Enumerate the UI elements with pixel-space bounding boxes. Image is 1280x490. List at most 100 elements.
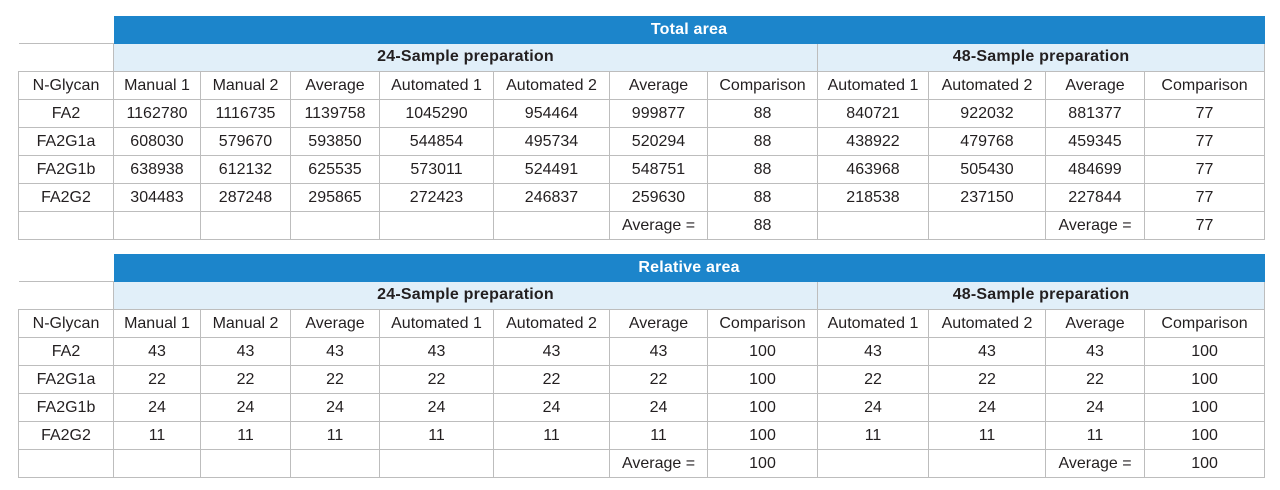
- table-cell: 22: [379, 365, 494, 394]
- table-cell: [493, 211, 610, 240]
- table-cell: 24: [290, 393, 380, 422]
- group-header-24-sample: 24-Sample preparation: [113, 281, 818, 310]
- table-row: FA2G1b 638938 612132 625535 573011 524491 5487…: [18, 155, 1266, 184]
- column-header: Manual 1: [113, 71, 201, 100]
- total-area-table-title: Total area: [113, 16, 1265, 44]
- table-cell: [493, 449, 610, 478]
- table-cell: 100: [707, 449, 818, 478]
- table-cell: 22: [1045, 365, 1145, 394]
- table-cell: 11: [817, 421, 929, 450]
- table-cell: 881377: [1045, 99, 1145, 128]
- table-cell: 43: [817, 337, 929, 366]
- table-cell: 77: [1143, 99, 1266, 128]
- group-header-48-sample: 48-Sample preparation: [816, 43, 1266, 72]
- column-header: N-Glycan: [18, 71, 114, 100]
- table-cell: 43: [290, 337, 380, 366]
- relative-area-table-title: Relative area: [113, 254, 1265, 282]
- table-cell: 237150: [928, 183, 1046, 212]
- relative-area-group-row: 24-Sample preparation 48-Sample preparati…: [18, 281, 1266, 310]
- column-header: Average: [609, 71, 708, 100]
- table-cell: 24: [200, 393, 291, 422]
- column-header: Average: [1045, 309, 1145, 338]
- table-cell: 1116735: [200, 99, 291, 128]
- table-cell: 11: [609, 421, 708, 450]
- table-cell: [817, 449, 929, 478]
- table-cell: 100: [707, 365, 818, 394]
- table-cell: 43: [200, 337, 291, 366]
- table-cell: 43: [493, 337, 610, 366]
- column-header: Average: [609, 309, 708, 338]
- table-row: FA2G2 304483 287248 295865 272423 246837 25963…: [18, 183, 1266, 212]
- total-area-column-header-row: N-Glycan Manual 1 Manual 2 Average Automated…: [18, 71, 1266, 100]
- table-row: FA2G2 11 11 11 11 11 11 100 11 11 11 100: [18, 421, 1266, 450]
- column-header: N-Glycan: [18, 309, 114, 338]
- table-cell: [290, 449, 380, 478]
- table-cell: 11: [1045, 421, 1145, 450]
- column-header: Comparison: [707, 309, 818, 338]
- table-cell: 43: [928, 337, 1046, 366]
- table-cell: 505430: [928, 155, 1046, 184]
- table-cell: [817, 211, 929, 240]
- table-cell: 840721: [817, 99, 929, 128]
- table-cell: 88: [707, 183, 818, 212]
- table-cell: 100: [707, 421, 818, 450]
- row-label-cell: FA2G1a: [18, 365, 114, 394]
- table-cell: 479768: [928, 127, 1046, 156]
- table-cell: 11: [290, 421, 380, 450]
- table-cell: [290, 211, 380, 240]
- table-cell: Average =: [609, 211, 708, 240]
- table-cell: 520294: [609, 127, 708, 156]
- table-cell: [928, 211, 1046, 240]
- table-cell: 1162780: [113, 99, 201, 128]
- column-header: Average: [1045, 71, 1145, 100]
- row-label-cell: FA2: [18, 99, 114, 128]
- row-label-cell: FA2G1a: [18, 127, 114, 156]
- table-cell: 218538: [817, 183, 929, 212]
- column-header: Average: [290, 71, 380, 100]
- row-label-cell: FA2G1b: [18, 393, 114, 422]
- column-header: Comparison: [1143, 309, 1266, 338]
- table-cell: 88: [707, 127, 818, 156]
- total-area-title-row: Total area: [18, 16, 1265, 44]
- table-cell: Average =: [1045, 449, 1145, 478]
- table-cell: 100: [1143, 421, 1266, 450]
- table-cell: 88: [707, 211, 818, 240]
- table-cell: 484699: [1045, 155, 1145, 184]
- table-cell: 259630: [609, 183, 708, 212]
- table-cell: 22: [928, 365, 1046, 394]
- row-label-cell: FA2: [18, 337, 114, 366]
- table-cell: 43: [609, 337, 708, 366]
- table-cell: 100: [707, 337, 818, 366]
- table-cell: 100: [1143, 337, 1266, 366]
- table-cell: 24: [113, 393, 201, 422]
- table-cell: 438922: [817, 127, 929, 156]
- row-label-cell: FA2G2: [18, 421, 114, 450]
- table-cell: 24: [1045, 393, 1145, 422]
- table-cell: [200, 449, 291, 478]
- table-row: FA2G1a 22 22 22 22 22 22 100 22 22 22 100: [18, 365, 1266, 394]
- table-cell: 77: [1143, 183, 1266, 212]
- table-cell: [113, 211, 201, 240]
- table-cell: 100: [1143, 449, 1266, 478]
- table-cell: 43: [1045, 337, 1145, 366]
- column-header: Automated 1: [817, 71, 929, 100]
- column-header: Average: [290, 309, 380, 338]
- total-area-group-row: 24-Sample preparation 48-Sample preparati…: [18, 43, 1266, 72]
- table-cell: 24: [493, 393, 610, 422]
- table-row: Average = 100 Average = 100: [18, 449, 1266, 478]
- table-row: FA2 43 43 43 43 43 43 100 43 43 43 100: [18, 337, 1266, 366]
- table-cell: 11: [200, 421, 291, 450]
- table-cell: 22: [493, 365, 610, 394]
- relative-area-table: Relative area 24-Sample preparation 48-Sam…: [18, 254, 1266, 478]
- table-cell: 295865: [290, 183, 380, 212]
- table-cell: 573011: [379, 155, 494, 184]
- table-cell: [379, 211, 494, 240]
- table-cell: [200, 211, 291, 240]
- column-header: Comparison: [1143, 71, 1266, 100]
- column-header: Manual 1: [113, 309, 201, 338]
- column-header: Automated 1: [379, 309, 494, 338]
- relative-area-column-header-row: N-Glycan Manual 1 Manual 2 Average Automated…: [18, 309, 1266, 338]
- table-cell: 638938: [113, 155, 201, 184]
- table-cell: 43: [379, 337, 494, 366]
- group-header-48-sample: 48-Sample preparation: [816, 281, 1266, 310]
